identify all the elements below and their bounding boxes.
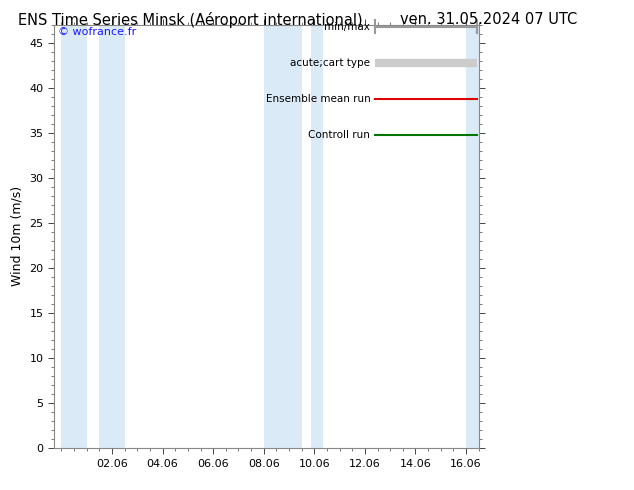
Text: acute;cart type: acute;cart type — [290, 58, 370, 68]
Text: ENS Time Series Minsk (Aéroport international): ENS Time Series Minsk (Aéroport internat… — [18, 12, 363, 28]
Bar — [61, 24, 87, 448]
Text: Controll run: Controll run — [309, 130, 370, 140]
Bar — [100, 24, 125, 448]
Bar — [264, 24, 302, 448]
Bar — [311, 24, 323, 448]
Bar — [466, 24, 479, 448]
Text: © wofrance.fr: © wofrance.fr — [58, 26, 136, 37]
Y-axis label: Wind 10m (m/s): Wind 10m (m/s) — [11, 186, 24, 287]
Text: ven. 31.05.2024 07 UTC: ven. 31.05.2024 07 UTC — [399, 12, 577, 27]
Text: Ensemble mean run: Ensemble mean run — [266, 94, 370, 104]
Text: min/max: min/max — [325, 22, 370, 32]
